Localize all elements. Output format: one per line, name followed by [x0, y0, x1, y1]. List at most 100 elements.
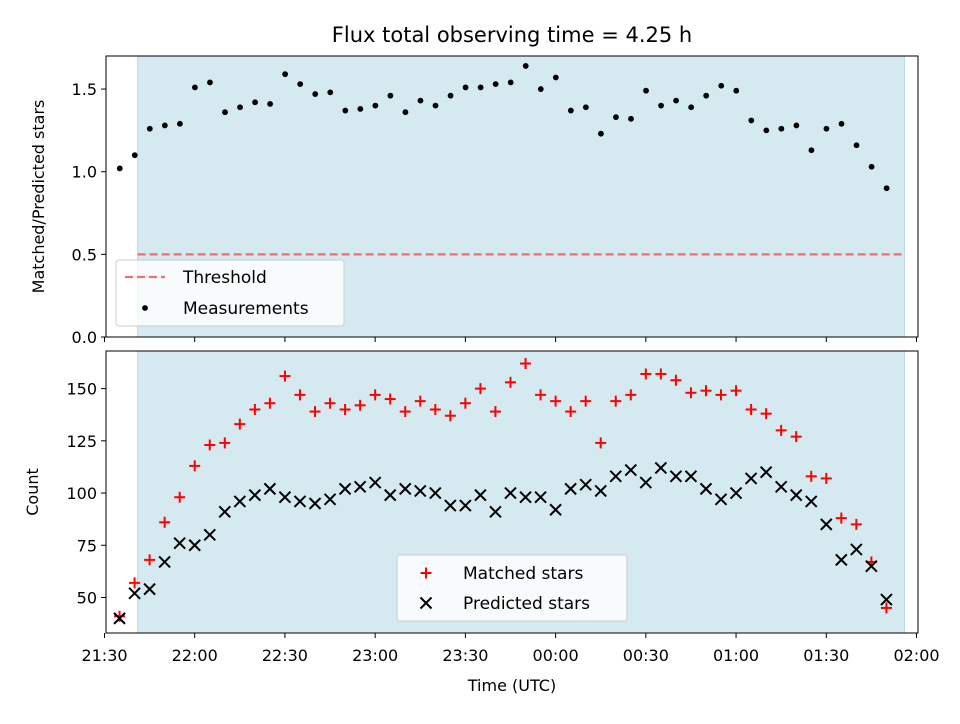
predicted-star-point — [399, 482, 412, 496]
y-tick-label: 0.5 — [72, 245, 97, 264]
predicted-star-point — [714, 493, 728, 506]
matched-star-point — [174, 491, 186, 503]
matched-star-point — [384, 393, 396, 405]
predicted-star-point — [263, 482, 277, 496]
matched-star-point — [580, 395, 592, 407]
predicted-star-point — [489, 505, 502, 519]
measurement-point — [688, 104, 695, 111]
matched-star-point — [685, 387, 697, 399]
measurement-point — [658, 102, 664, 109]
y-tick-label: 125 — [66, 432, 97, 451]
measurement-point — [868, 163, 875, 170]
predicted-star-point — [218, 505, 231, 519]
measurement-point — [522, 63, 529, 69]
measurement-point — [703, 92, 710, 99]
predicted-star-point — [233, 495, 247, 508]
predicted-star-point — [699, 482, 713, 496]
measurement-point — [763, 127, 770, 134]
predicted-star-point — [684, 470, 698, 483]
ratio-axes-frame — [105, 55, 919, 338]
matched-star-point — [204, 439, 216, 451]
predicted-star-point — [624, 463, 637, 477]
predicted-star-point — [729, 486, 743, 500]
measurement-point — [176, 120, 183, 127]
matched-stars-points — [114, 358, 892, 622]
predicted-star-point — [639, 476, 653, 489]
y-tick-label: 1.5 — [72, 80, 97, 99]
x-tick-label: 00:00 — [533, 646, 579, 665]
matched-star-point — [520, 358, 532, 370]
x-axis-label: Time (UTC) — [467, 676, 556, 695]
measurement-points — [116, 63, 890, 192]
predicted-star-point — [459, 499, 472, 512]
predicted-star-point — [248, 488, 262, 502]
y-tick-label: 50 — [77, 588, 97, 607]
measurement-point — [312, 91, 319, 97]
ratio-legend: Threshold Measurements — [115, 259, 345, 327]
matched-star-point — [805, 470, 817, 482]
predicted-star-point — [759, 465, 773, 479]
predicted-star-point — [278, 491, 292, 504]
predicted-star-point — [368, 476, 382, 489]
predicted-star-point — [383, 488, 397, 502]
measurement-point — [462, 84, 469, 91]
matched-star-point — [339, 403, 351, 415]
ratio-legend-box — [115, 259, 345, 327]
matched-star-point — [249, 403, 261, 415]
measurement-point — [477, 84, 484, 91]
predicted-star-point — [774, 480, 788, 493]
measurement-point — [146, 125, 153, 132]
count-y-axis-label: Count — [23, 468, 42, 516]
count-legend-box — [396, 554, 628, 622]
measurement-point — [628, 115, 634, 122]
predicted-star-point — [293, 495, 307, 508]
x-tick-label: 22:00 — [172, 646, 218, 665]
matched-star-point — [715, 389, 727, 401]
matched-star-point — [595, 437, 607, 449]
matched-star-point — [640, 368, 652, 380]
predicted-star-point — [504, 486, 517, 500]
matched-star-point — [550, 395, 562, 407]
matched-star-point — [610, 395, 622, 407]
matched-star-point — [880, 602, 892, 614]
predicted-star-point — [564, 482, 577, 496]
predicted-star-point — [429, 486, 442, 500]
measurement-point — [297, 81, 304, 87]
count-x-ticks: 21:30 22:00 22:30 23:00 23:30 00:00 00:30 01:00… — [81, 633, 940, 665]
predicted-star-point — [609, 470, 622, 483]
predicted-star-point — [549, 503, 562, 516]
measurement-point — [537, 86, 544, 92]
ratio-y-axis-label: Matched/Predicted stars — [29, 100, 48, 294]
predicted-star-point — [579, 478, 592, 491]
predicted-star-point — [474, 488, 487, 502]
matched-star-point — [504, 376, 516, 388]
matched-star-point — [324, 397, 336, 409]
matched-star-point — [670, 374, 682, 386]
measurement-point — [793, 122, 800, 129]
matched-star-point — [775, 424, 787, 436]
predicted-star-point — [414, 484, 427, 498]
matched-star-point — [144, 554, 156, 566]
count-axes-frame — [105, 350, 919, 634]
matched-star-point — [820, 472, 832, 484]
measurement-point — [417, 97, 424, 104]
predicted-star-point — [338, 482, 352, 496]
measurement-point — [823, 125, 830, 132]
legend-measurements-label: Measurements — [183, 299, 309, 319]
matched-star-point — [264, 397, 276, 409]
x-tick-label: 21:30 — [81, 646, 127, 665]
count-panel: 50 75 100 125 150 21:30 22:00 22:30 23:00 23:30 0… — [23, 350, 940, 695]
matched-star-point — [309, 406, 321, 418]
predicted-star-point — [850, 543, 863, 556]
legend-matched-swatch — [420, 567, 432, 579]
matched-star-point — [234, 418, 246, 430]
x-tick-label: 22:30 — [262, 646, 308, 665]
matched-star-point — [745, 403, 757, 415]
predicted-star-point — [113, 612, 126, 625]
predicted-star-point — [789, 488, 803, 502]
matched-star-point — [625, 389, 637, 401]
x-tick-label: 02:00 — [893, 646, 939, 665]
measurement-point — [883, 185, 890, 192]
predicted-star-point — [865, 559, 878, 573]
